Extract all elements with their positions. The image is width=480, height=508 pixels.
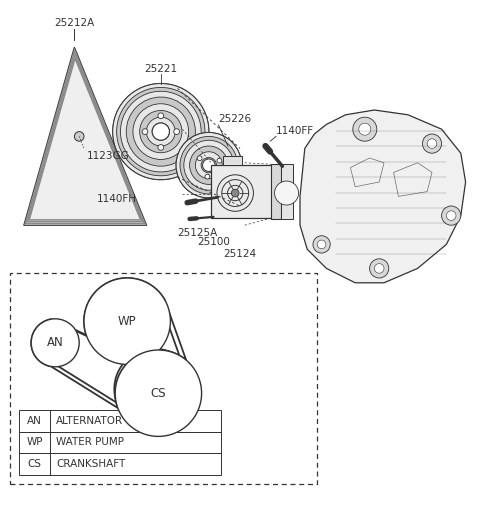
Circle shape bbox=[374, 264, 384, 273]
Circle shape bbox=[317, 240, 326, 249]
Text: 1123GG: 1123GG bbox=[86, 151, 129, 161]
Circle shape bbox=[120, 91, 201, 172]
Bar bbox=[19, 432, 221, 453]
Bar bbox=[223, 156, 242, 165]
Text: AN: AN bbox=[27, 416, 42, 426]
Circle shape bbox=[353, 117, 377, 141]
Polygon shape bbox=[24, 48, 146, 225]
Text: 25212A: 25212A bbox=[54, 18, 95, 28]
Circle shape bbox=[442, 206, 461, 225]
Text: CS: CS bbox=[151, 387, 166, 400]
Circle shape bbox=[126, 97, 195, 166]
Circle shape bbox=[174, 129, 180, 135]
Text: CRANKSHAFT: CRANKSHAFT bbox=[56, 459, 125, 469]
Circle shape bbox=[275, 181, 299, 205]
Text: 25125A: 25125A bbox=[178, 228, 218, 238]
Circle shape bbox=[113, 84, 209, 180]
Bar bbox=[10, 273, 317, 485]
Polygon shape bbox=[300, 110, 466, 283]
Circle shape bbox=[142, 129, 148, 135]
Circle shape bbox=[422, 134, 442, 153]
Circle shape bbox=[117, 87, 205, 176]
Bar bbox=[271, 164, 281, 219]
Circle shape bbox=[190, 146, 228, 184]
Circle shape bbox=[176, 133, 241, 198]
Bar bbox=[19, 410, 221, 432]
Circle shape bbox=[180, 137, 238, 194]
Circle shape bbox=[197, 156, 202, 161]
Circle shape bbox=[152, 123, 169, 140]
Circle shape bbox=[84, 278, 170, 364]
Circle shape bbox=[158, 145, 164, 150]
Circle shape bbox=[152, 123, 169, 140]
Bar bbox=[10, 273, 317, 485]
Text: 25221: 25221 bbox=[144, 64, 178, 74]
Text: 1140FF: 1140FF bbox=[276, 126, 314, 137]
Text: 25100: 25100 bbox=[197, 237, 230, 247]
Text: 25226: 25226 bbox=[218, 114, 252, 124]
FancyBboxPatch shape bbox=[211, 165, 274, 218]
Circle shape bbox=[217, 158, 222, 163]
Circle shape bbox=[133, 104, 189, 160]
Circle shape bbox=[140, 110, 182, 153]
Circle shape bbox=[427, 139, 437, 148]
Circle shape bbox=[201, 157, 216, 173]
Circle shape bbox=[158, 113, 164, 119]
Circle shape bbox=[156, 127, 166, 137]
Text: WP: WP bbox=[26, 437, 43, 448]
Circle shape bbox=[446, 211, 456, 220]
Circle shape bbox=[31, 319, 79, 367]
Text: 25124: 25124 bbox=[223, 249, 257, 259]
Circle shape bbox=[205, 162, 213, 169]
Text: ALTERNATOR: ALTERNATOR bbox=[56, 416, 123, 426]
Text: 1140FH: 1140FH bbox=[97, 194, 137, 204]
Circle shape bbox=[146, 117, 175, 146]
Circle shape bbox=[176, 133, 241, 198]
Circle shape bbox=[313, 236, 330, 253]
Circle shape bbox=[203, 159, 215, 171]
Bar bbox=[19, 453, 221, 475]
Circle shape bbox=[231, 189, 239, 197]
Text: AN: AN bbox=[47, 336, 63, 350]
Text: WP: WP bbox=[118, 314, 136, 328]
Circle shape bbox=[195, 152, 222, 179]
Circle shape bbox=[184, 140, 234, 190]
Circle shape bbox=[113, 84, 209, 180]
Circle shape bbox=[74, 132, 84, 141]
FancyBboxPatch shape bbox=[281, 164, 293, 219]
Circle shape bbox=[115, 350, 202, 436]
Circle shape bbox=[370, 259, 389, 278]
Text: WATER PUMP: WATER PUMP bbox=[56, 437, 124, 448]
Circle shape bbox=[205, 174, 210, 179]
Text: CS: CS bbox=[28, 459, 42, 469]
Circle shape bbox=[359, 123, 371, 135]
